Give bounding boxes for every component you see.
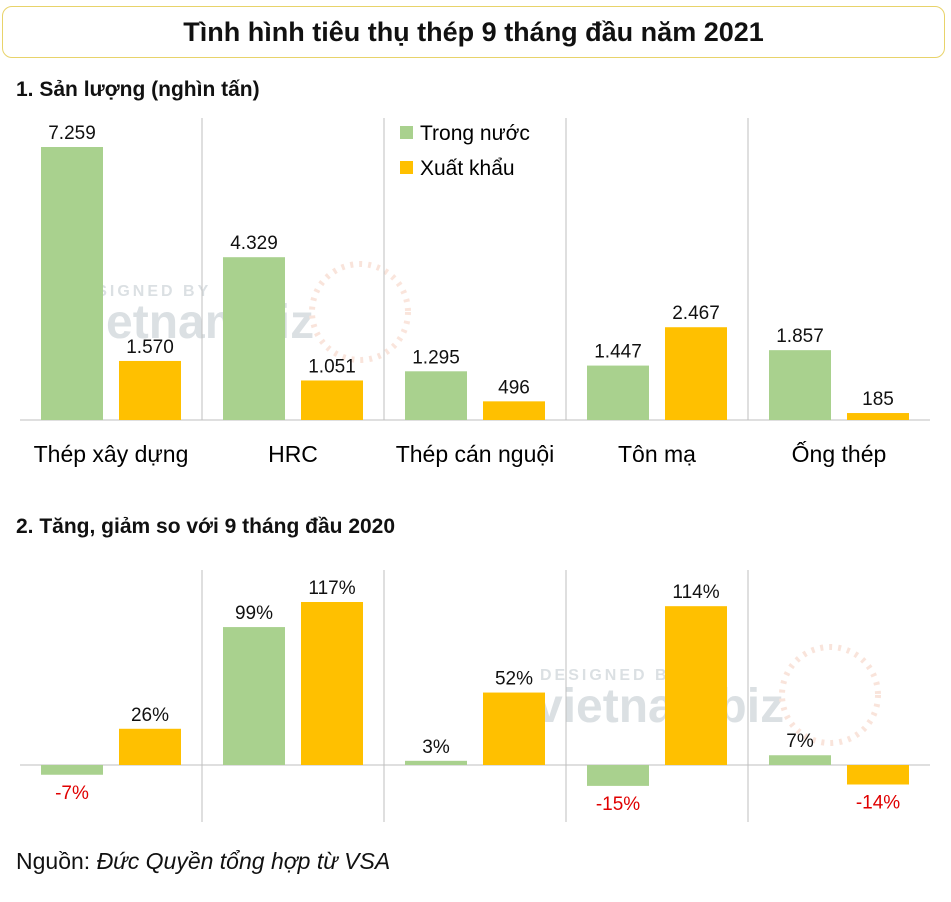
bar-domestic-0 [41,147,103,420]
bar-domestic-2 [405,371,467,420]
svg-text:DESIGNED BY: DESIGNED BY [68,283,211,300]
legend: Trong nước Xuất khẩu [400,122,530,180]
data-label-export-2: 496 [498,377,530,398]
bar-domestic-1 [223,627,285,765]
bar-export-3 [665,327,727,420]
legend-label: Xuất khẩu [420,157,515,180]
bar-export-0 [119,728,181,765]
data-label-export-1: 117% [308,578,355,599]
bar-export-2 [483,401,545,420]
data-label-domestic-4: 1.857 [776,326,824,347]
category-label: Ống thép [792,440,887,467]
data-label-export-4: -14% [856,793,900,814]
bar-domestic-3 [587,765,649,786]
bar-export-3 [665,606,727,765]
data-label-export-4: 185 [862,389,894,410]
data-label-export-3: 2.467 [672,303,720,324]
data-label-export-3: 114% [672,582,719,603]
data-label-export-0: 1.570 [126,337,174,358]
data-label-export-0: 26% [131,705,169,726]
data-label-domestic-4: 7% [786,731,814,752]
data-label-domestic-0: 7.259 [48,123,96,144]
bar-domestic-3 [587,365,649,420]
svg-text:DESIGNED BY: DESIGNED BY [540,667,683,684]
data-label-domestic-2: 3% [422,737,450,758]
data-label-export-1: 1.051 [308,356,356,377]
bar-export-2 [483,692,545,765]
legend-swatch [400,126,413,139]
data-label-domestic-0: -7% [55,783,89,804]
bar-domestic-1 [223,257,285,420]
source-note: Nguồn: Đức Quyền tổng hợp từ VSA [16,848,390,875]
source-label: Nguồn: [16,848,97,874]
bar-export-4 [847,413,909,420]
bar-export-1 [301,380,363,420]
section-title-change: 2. Tăng, giảm so với 9 tháng đầu 2020 [16,515,396,538]
data-label-domestic-2: 1.295 [412,347,460,368]
category-label: Thép xây dựng [34,441,189,467]
category-label: Thép cán nguội [396,441,555,467]
bar-domestic-2 [405,760,467,765]
data-label-domestic-3: 1.447 [594,342,642,363]
bar-export-1 [301,602,363,765]
category-label: Tôn mạ [618,441,696,467]
bar-domestic-4 [769,350,831,420]
legend-label: Trong nước [420,122,530,145]
watermark-bottom: DESIGNED BY vietnambiz [536,644,881,746]
data-label-domestic-1: 99% [235,603,273,624]
bar-export-0 [119,360,181,420]
legend-swatch [400,161,413,174]
chart-title: Tình hình tiêu thụ thép 9 tháng đầu năm … [2,6,945,58]
bar-domestic-4 [769,755,831,765]
data-label-domestic-1: 4.329 [230,233,278,254]
category-label: HRC [268,441,318,467]
bar-domestic-0 [41,765,103,775]
section-title-volume: 1. Sản lượng (nghìn tấn) [16,78,260,101]
svg-text:vietnambiz: vietnambiz [536,680,784,733]
bar-export-4 [847,765,909,785]
data-label-export-2: 52% [495,669,533,690]
data-label-domestic-3: -15% [596,794,640,815]
source-text: Đức Quyền tổng hợp từ VSA [96,848,391,874]
